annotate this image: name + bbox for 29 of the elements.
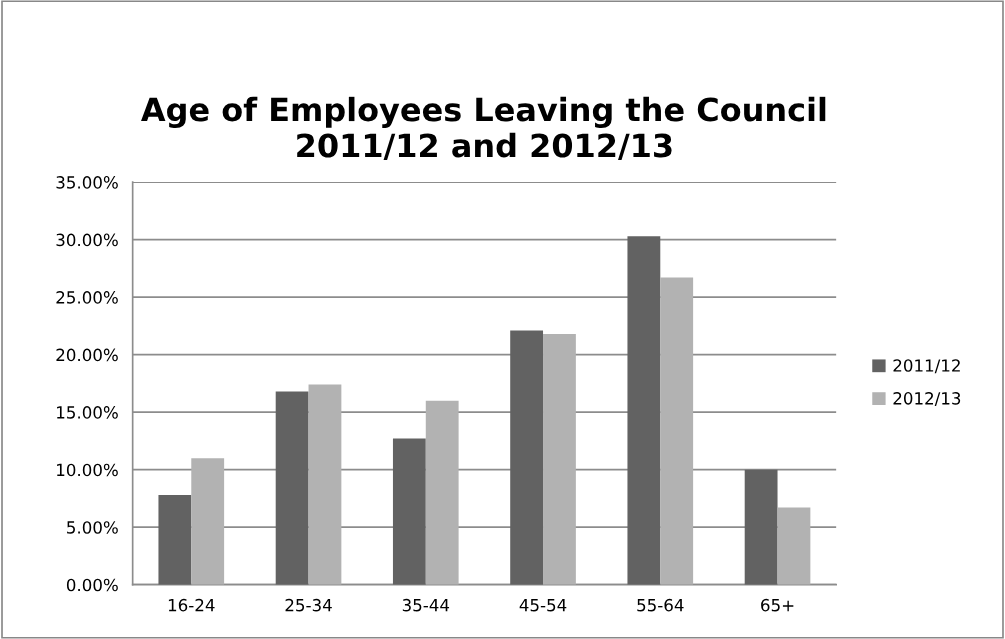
y-tick-label: 30.00% [56, 233, 118, 247]
x-tick-label: 65+ [761, 598, 794, 612]
bar [627, 236, 661, 585]
y-tick-label: 15.00% [57, 406, 118, 419]
x-tick-label: 25-34 [285, 598, 332, 612]
y-tick-label: 0.00% [66, 578, 118, 592]
y-tick-label: 5.00% [67, 521, 118, 534]
bar [510, 330, 544, 585]
legend-label: 2012/13 [893, 392, 961, 406]
bar [308, 384, 342, 585]
bar [275, 391, 309, 585]
chart-title: Age of Employees Leaving the Council 2011/12 and 2012/13 [141, 96, 826, 161]
legend-label: 2011/12 [893, 359, 960, 374]
y-tick-label: 10.00% [57, 463, 118, 477]
bar [191, 458, 225, 585]
bar [158, 494, 192, 585]
bar [392, 438, 426, 585]
y-tick-label: 35.00% [56, 176, 118, 189]
x-tick-label: 16-24 [168, 598, 215, 612]
x-tick-label: 45-54 [519, 599, 567, 612]
y-tick-label: 20.00% [56, 348, 118, 362]
bar [744, 469, 778, 585]
x-tick-label: 55-64 [637, 598, 684, 612]
x-tick-label: 35-44 [402, 598, 450, 612]
bar [543, 333, 576, 585]
bar [425, 400, 459, 585]
bar [660, 277, 694, 585]
y-tick-label: 25.00% [56, 291, 118, 304]
bar [777, 507, 811, 585]
